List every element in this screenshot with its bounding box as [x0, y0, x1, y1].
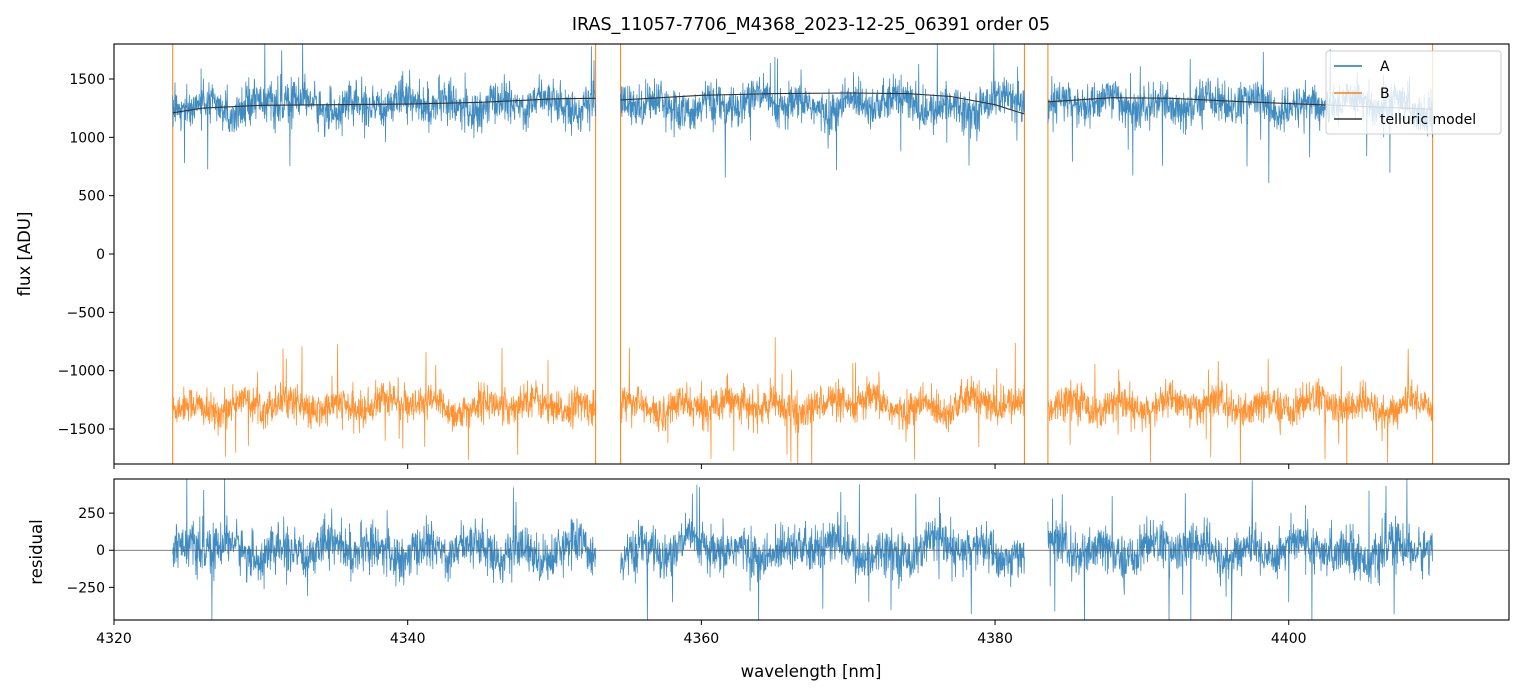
legend-label-telluric: telluric model	[1380, 112, 1476, 128]
residual-line	[172, 479, 596, 620]
telluric-model-line	[620, 92, 1025, 115]
series-b-line	[172, 344, 596, 460]
bottom-y-tick-label: 0	[96, 543, 105, 559]
legend-label-a: A	[1380, 59, 1390, 75]
top-y-tick-label: 0	[96, 247, 105, 263]
bottom-x-tick-label: 4400	[1271, 631, 1307, 647]
top-panel: 1500 1000 500 0 −500 −1000 −1500 flux [ADU] A …	[15, 43, 1510, 469]
bottom-x-tick-label: 4360	[684, 631, 720, 647]
chart-title: IRAS_11057-7706_M4368_2023-12-25_06391 o…	[572, 15, 1050, 35]
bottom-panel: 250 0 −250 4320 4340 4360 4380 4400 residual w…	[27, 478, 1510, 681]
bottom-axes-frame	[113, 478, 1510, 621]
top-y-tick-label: −1500	[58, 422, 105, 438]
bottom-y-tick-label: 250	[78, 506, 105, 522]
legend-label-b: B	[1380, 86, 1390, 102]
bottom-y-tick-label: −250	[67, 580, 105, 596]
bottom-y-axis-label: residual	[27, 519, 46, 584]
series-a-line	[620, 44, 1025, 178]
top-y-tick-label: 1000	[69, 130, 105, 146]
bottom-x-tick-label: 4380	[977, 631, 1013, 647]
top-y-tick-label: 500	[78, 189, 105, 205]
top-y-tick-label: 1500	[69, 72, 105, 88]
x-axis-label: wavelength [nm]	[741, 662, 882, 681]
top-y-axis-label: flux [ADU]	[15, 212, 34, 297]
residual-line	[1047, 479, 1433, 620]
bottom-x-tick-label: 4340	[390, 631, 426, 647]
series-b-line	[620, 337, 1025, 464]
bottom-x-tick-label: 4320	[96, 631, 132, 647]
top-y-tick-label: −1000	[58, 364, 105, 380]
legend: A B telluric model	[1325, 50, 1502, 135]
top-y-tick-label: −500	[67, 305, 105, 321]
series-a-line	[172, 44, 596, 170]
series-b-line	[1047, 348, 1433, 464]
residual-line	[620, 484, 1025, 620]
legend-box	[1325, 50, 1502, 135]
telluric-model-line	[172, 97, 596, 114]
